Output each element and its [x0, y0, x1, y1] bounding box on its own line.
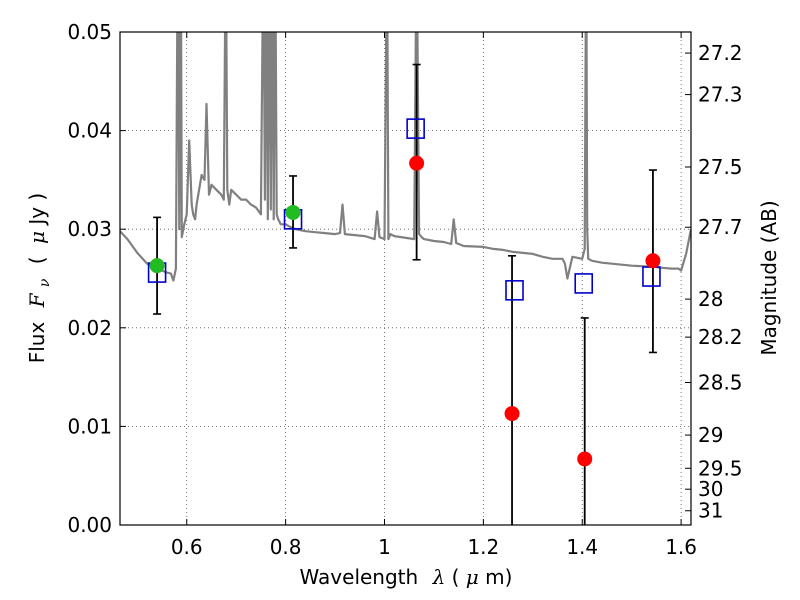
y-axis-label-text: Flux: [25, 322, 49, 364]
model-point: [574, 273, 594, 294]
y-tick-label: 0.01: [67, 414, 112, 438]
plot-frame: [119, 31, 692, 526]
x-tick-label: 0.8: [270, 535, 302, 559]
y2-tick-label: 31: [698, 499, 723, 523]
y-tick-label: 0.05: [67, 20, 112, 44]
x-tick-label: 1.2: [467, 535, 499, 559]
y2-tick-label: 27.7: [698, 215, 743, 239]
y-axis-label-unit-mu: μ: [25, 231, 49, 244]
observed-point: [577, 451, 593, 467]
y-tick-label: 0.04: [67, 119, 112, 143]
x-tick-label: 0.6: [171, 535, 203, 559]
y-tick-label: 0.02: [67, 316, 112, 340]
y-axis-label-symbol: F: [25, 292, 49, 308]
x-tick-label: 1.4: [566, 535, 598, 559]
y-axis-label-subscript: ν: [37, 278, 53, 287]
y-axis-label-unit-close: Jy ): [25, 193, 49, 227]
y2-tick-label: 27.2: [698, 41, 743, 65]
observed-point: [504, 406, 520, 422]
y-tick-label: 0.03: [67, 217, 112, 241]
y2-tick-label: 29: [698, 423, 723, 447]
observed-point: [149, 258, 165, 274]
y2-tick-label: 27.3: [698, 83, 743, 107]
spectrum-layer: [120, 32, 691, 282]
y2-tick-label: 29.5: [698, 456, 743, 480]
y2-tick-label: 28.2: [698, 325, 743, 349]
observed-points-layer: [149, 155, 661, 467]
model-point: [505, 280, 524, 301]
x-axis-label: Wavelength λ ( μ m): [300, 565, 513, 589]
observed-point: [645, 253, 661, 269]
axis-ticks: [120, 31, 691, 526]
y-axis-label: Flux F ν ( μ Jy ): [25, 193, 54, 364]
y-tick-label: 0.00: [67, 513, 112, 537]
observed-point: [409, 155, 425, 171]
x-tick-labels: 0.6 0.8 1 1.2 1.4 1.6: [171, 535, 697, 559]
y-tick-labels: 0.00 0.01 0.02 0.03 0.04 0.05: [67, 20, 112, 537]
y2-tick-label: 28: [698, 287, 723, 311]
x-axis-label-unit-mu: μ: [466, 565, 479, 589]
y2-axis-label: Magnitude (AB): [757, 200, 781, 355]
y2-tick-label: 28.5: [698, 370, 743, 394]
x-tick-label: 1.6: [665, 535, 697, 559]
spectrum-line: [120, 32, 691, 282]
observed-point: [285, 204, 301, 220]
model-point: [406, 118, 425, 139]
x-tick-label: 1: [378, 535, 391, 559]
x-axis-label-unit-close: m): [485, 565, 512, 589]
y2-tick-label: 27.5: [698, 155, 743, 179]
x-axis-label-unit-open: (: [452, 565, 460, 589]
y2-tick-label: 30: [698, 477, 723, 501]
x-axis-label-text: Wavelength: [300, 565, 419, 589]
y-axis-label-unit-open: (: [25, 256, 49, 264]
x-axis-label-symbol: λ: [432, 565, 446, 589]
model-point: [642, 266, 661, 287]
